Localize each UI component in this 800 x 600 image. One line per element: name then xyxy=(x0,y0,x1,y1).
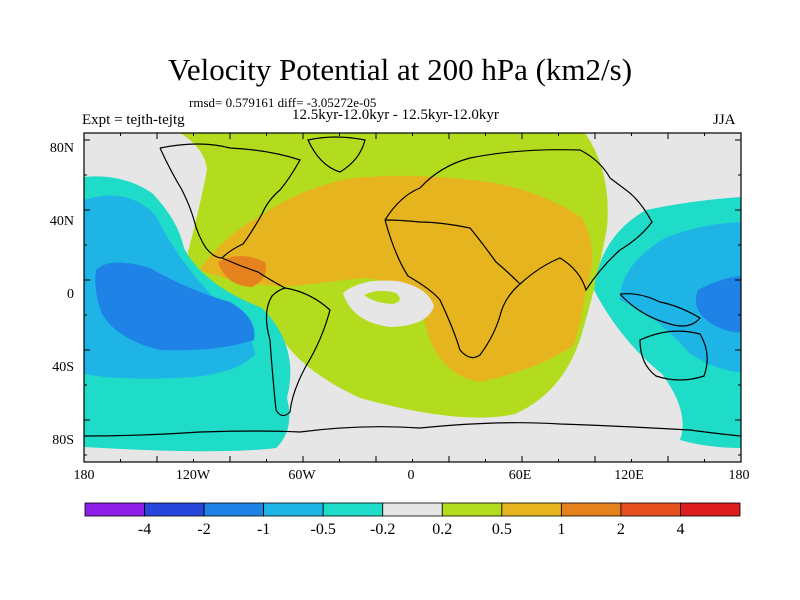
coast-south-america xyxy=(265,287,331,417)
coast-north-america xyxy=(159,143,301,289)
lon-label-180e: 180 xyxy=(728,468,750,483)
lon-label-180w: 180 xyxy=(73,468,95,483)
coast-antarctica-west xyxy=(84,430,301,437)
colorbar-label: -2 xyxy=(197,521,211,538)
field-blue-west xyxy=(95,262,255,351)
colorbar-label: 0.2 xyxy=(432,521,453,538)
colorbar-label: 2 xyxy=(616,521,625,538)
coastlines xyxy=(84,136,741,437)
stats-text: rmsd= 0.579161 diff= -3.05272e-05 xyxy=(189,95,377,110)
coast-africa xyxy=(384,219,521,359)
colorbar-swatch xyxy=(680,502,741,517)
colorbar-swatch xyxy=(144,502,205,517)
coast-maritime xyxy=(619,293,701,327)
colorbar-label: 1 xyxy=(557,521,566,538)
contour-fields xyxy=(84,133,741,462)
lon-label-120w: 120W xyxy=(175,468,211,483)
colorbar-label: -0.2 xyxy=(370,521,396,538)
colorbar-swatch xyxy=(263,502,324,517)
lat-label-40s: 40S xyxy=(52,360,74,375)
field-orange xyxy=(218,256,267,287)
field-gray-loop xyxy=(343,280,434,327)
colorbar-swatch xyxy=(203,502,265,517)
season-label: JJA xyxy=(713,112,736,128)
lat-label-40n: 40N xyxy=(49,214,74,229)
colorbar-label: 0.5 xyxy=(491,521,512,538)
colorbar-swatch xyxy=(382,502,443,517)
field-cyan-east xyxy=(620,222,741,372)
coast-asia xyxy=(519,177,653,292)
colorbar xyxy=(84,502,741,517)
colorbar-swatch xyxy=(84,502,145,517)
lat-label-80n: 80N xyxy=(49,141,74,156)
lon-label-0: 0 xyxy=(407,468,415,483)
colorbar-swatch xyxy=(322,502,384,517)
lat-label-0: 0 xyxy=(67,287,74,302)
chart-title: Velocity Potential at 200 hPa (km2/s) xyxy=(167,52,633,87)
field-lime-inner xyxy=(364,290,400,304)
colorbar-swatch xyxy=(620,502,681,517)
experiment-label: Expt = tejth-tejtg xyxy=(82,112,185,128)
lat-label-80s: 80S xyxy=(52,433,74,448)
coast-north-america-west xyxy=(159,147,223,259)
map-ticks xyxy=(83,133,742,462)
colorbar-swatch xyxy=(441,502,503,517)
lon-label-60w: 60W xyxy=(288,468,316,483)
colorbar-label: 4 xyxy=(676,521,685,538)
colorbar-label: -4 xyxy=(137,521,152,538)
colorbar-swatch xyxy=(560,502,622,517)
coast-greenland xyxy=(307,136,366,173)
lon-label-60e: 60E xyxy=(508,468,532,483)
coast-antarctica xyxy=(299,422,741,437)
colorbar-swatch xyxy=(501,502,562,517)
field-blue-east xyxy=(695,276,741,333)
lon-label-120e: 120E xyxy=(614,468,644,483)
colorbar-label: -1 xyxy=(256,521,271,538)
coast-australia xyxy=(639,330,708,381)
colorbar-label: -0.5 xyxy=(310,521,336,538)
period-label: 12.5kyr-12.0kyr - 12.5kyr-12.0kyr xyxy=(292,107,499,123)
coast-europe xyxy=(384,149,611,221)
